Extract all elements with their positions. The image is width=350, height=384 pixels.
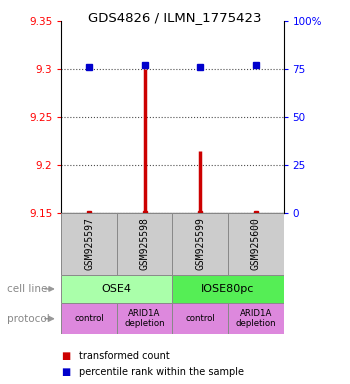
- Text: OSE4: OSE4: [102, 284, 132, 294]
- Text: GDS4826 / ILMN_1775423: GDS4826 / ILMN_1775423: [88, 11, 262, 24]
- Text: GSM925600: GSM925600: [251, 217, 261, 270]
- Bar: [117, 303, 172, 334]
- Text: GSM925597: GSM925597: [84, 217, 94, 270]
- Bar: [61, 213, 117, 275]
- Text: ■: ■: [61, 351, 70, 361]
- Text: control: control: [185, 314, 215, 323]
- Text: control: control: [74, 314, 104, 323]
- Bar: [228, 303, 284, 334]
- Bar: [172, 303, 228, 334]
- Text: ARID1A
depletion: ARID1A depletion: [124, 309, 165, 328]
- Text: ARID1A
depletion: ARID1A depletion: [236, 309, 276, 328]
- Text: GSM925598: GSM925598: [140, 217, 149, 270]
- Text: ■: ■: [61, 367, 70, 377]
- Bar: [172, 213, 228, 275]
- Text: cell line: cell line: [7, 284, 47, 294]
- Bar: [172, 275, 284, 303]
- Bar: [61, 303, 117, 334]
- Text: IOSE80pc: IOSE80pc: [201, 284, 255, 294]
- Text: GSM925599: GSM925599: [195, 217, 205, 270]
- Bar: [61, 275, 172, 303]
- Text: transformed count: transformed count: [79, 351, 169, 361]
- Bar: [228, 213, 284, 275]
- Text: protocol: protocol: [7, 314, 50, 324]
- Text: percentile rank within the sample: percentile rank within the sample: [79, 367, 244, 377]
- Bar: [117, 213, 172, 275]
